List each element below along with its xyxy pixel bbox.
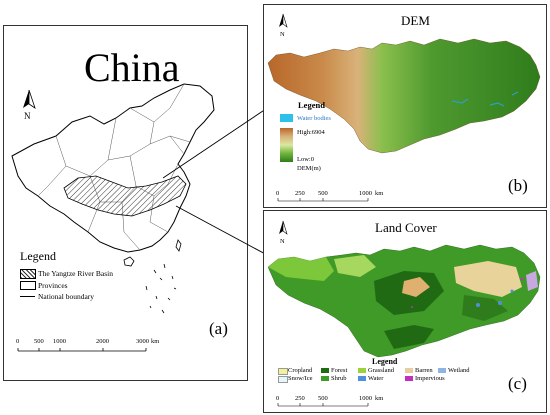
lc-label-water: Water xyxy=(368,375,384,382)
scale-c-1000: 1000 xyxy=(359,395,372,402)
scale-a-3000: 3000 xyxy=(136,338,149,345)
scale-b-250: 250 xyxy=(295,190,305,197)
dem-unit-label: DEM(m) xyxy=(297,165,321,172)
scale-c-unit: km xyxy=(375,395,384,402)
scale-c-0: 0 xyxy=(276,395,280,402)
panel-b-legend-title: Legend xyxy=(298,100,325,110)
panel-a-scale-bar xyxy=(17,348,147,352)
north-arrow-icon xyxy=(279,220,288,235)
lc-label-snow-ice: Snow/Ice xyxy=(288,375,313,382)
panel-a-china-map: China N xyxy=(3,25,248,381)
lc-swatch-cropland xyxy=(278,368,288,375)
yangtze-basin xyxy=(63,175,187,217)
panel-b-dem: DEM N Legend Water bodies High:6904 Low:… xyxy=(263,4,547,208)
dem-low-label: Low:0 xyxy=(297,156,314,163)
dem-color-ramp xyxy=(280,128,293,162)
panel-c-scale-bar xyxy=(277,403,369,407)
legend-line-national xyxy=(20,296,35,297)
china-map xyxy=(11,83,215,314)
north-label: N xyxy=(24,111,31,121)
land-cover-map xyxy=(267,244,541,358)
lc-swatch-shrub xyxy=(321,376,329,381)
lc-swatch-water xyxy=(358,376,366,381)
north-arrow-icon xyxy=(279,13,288,28)
lc-swatch-snow-ice xyxy=(278,376,288,383)
scale-b-unit: km xyxy=(375,190,384,197)
scale-a-0: 0 xyxy=(16,338,20,345)
lc-swatch-barren xyxy=(405,368,413,373)
panel-c-north: N xyxy=(280,238,285,245)
scale-a-500: 500 xyxy=(34,338,44,345)
legend-swatch-basin xyxy=(20,269,36,279)
lc-label-barren: Barren xyxy=(415,367,433,374)
lc-swatch-grassland xyxy=(358,368,366,373)
panel-a-letter: (a) xyxy=(209,319,228,338)
legend-label-provinces: Provinces xyxy=(38,281,68,290)
lc-swatch-wetland xyxy=(438,368,446,373)
china-outline xyxy=(11,83,215,253)
legend-label-basin: The Yangtze River Basin xyxy=(38,269,113,278)
lc-legend: Cropland Forest Grassland Barren Wetland… xyxy=(278,367,478,388)
legend-label-national: National boundary xyxy=(38,292,95,301)
panel-b-scale-bar xyxy=(277,198,369,202)
scale-a-2000: 2000 xyxy=(96,338,109,345)
lc-swatch-forest xyxy=(321,368,329,373)
lc-label-cropland: Cropland xyxy=(288,367,313,374)
scale-b-500: 500 xyxy=(318,190,328,197)
dem-high-label: High:6904 xyxy=(297,129,325,136)
panel-c-title: Land Cover xyxy=(375,220,437,235)
scale-a-unit: km xyxy=(151,338,160,345)
panel-c-legend-title: Legend xyxy=(372,357,398,366)
panel-c-land-cover: Land Cover N Legend Cropland Forest Gras… xyxy=(263,210,547,413)
dem-basin-shape xyxy=(267,38,541,154)
water-bodies-label: Water bodies xyxy=(297,115,331,122)
scale-c-250: 250 xyxy=(295,395,305,402)
water-bodies-swatch xyxy=(280,114,293,122)
lc-label-wetland: Wetland xyxy=(448,367,470,374)
panel-b-title: DEM xyxy=(401,13,430,28)
lc-label-grassland: Grassland xyxy=(368,367,394,374)
panel-c-letter: (c) xyxy=(508,374,527,393)
scale-a-1000: 1000 xyxy=(53,338,66,345)
dem-map xyxy=(267,38,541,154)
panel-b-north: N xyxy=(280,31,285,38)
lc-label-shrub: Shrub xyxy=(331,375,347,382)
legend-swatch-provinces xyxy=(20,281,36,290)
north-arrow-icon xyxy=(23,89,36,109)
scale-b-0: 0 xyxy=(276,190,280,197)
lc-label-impervious: Impervious xyxy=(415,375,445,382)
lc-swatch-impervious xyxy=(405,376,413,381)
panel-a-title: China xyxy=(84,45,180,90)
lc-label-forest: Forest xyxy=(331,367,348,374)
panel-a-legend-title: Legend xyxy=(20,249,56,263)
panel-b-letter: (b) xyxy=(508,176,528,195)
scale-b-1000: 1000 xyxy=(359,190,372,197)
scale-c-500: 500 xyxy=(318,395,328,402)
